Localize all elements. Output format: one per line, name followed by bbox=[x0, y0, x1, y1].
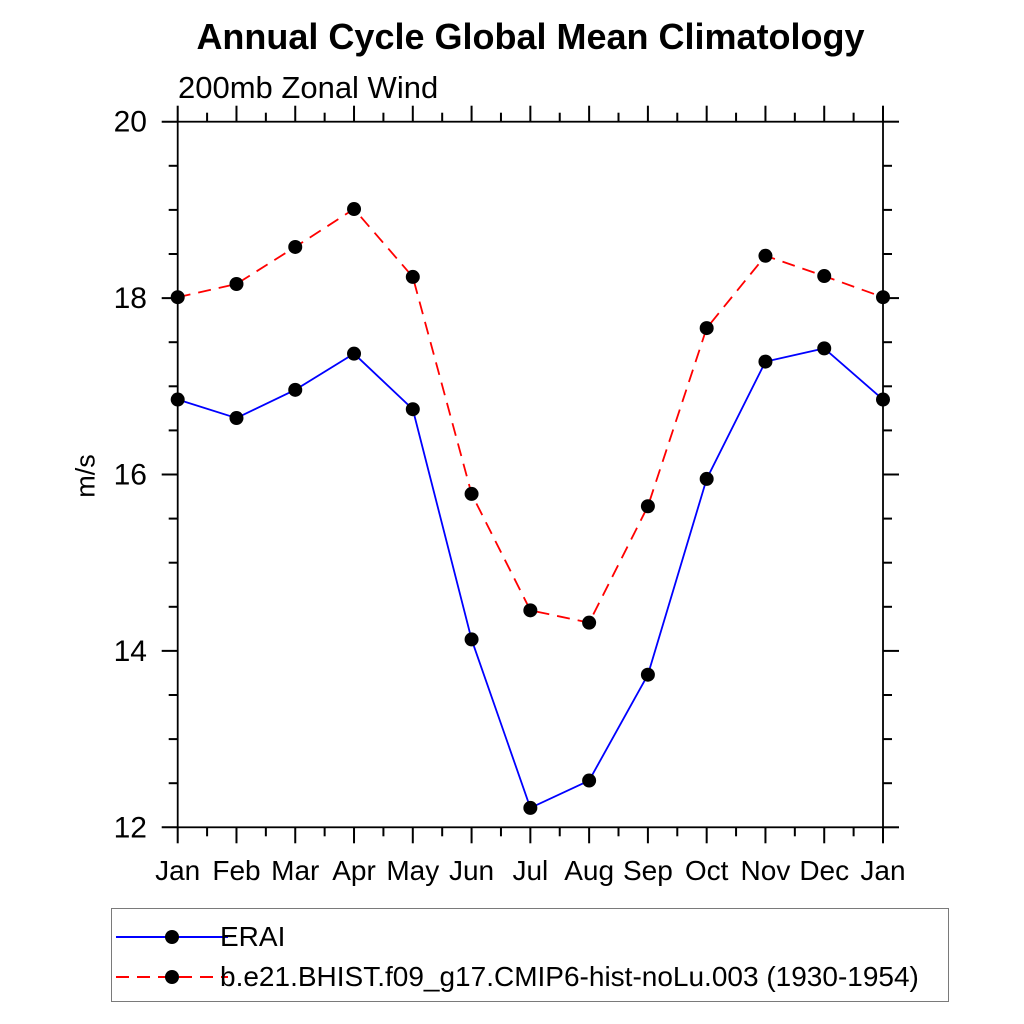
chart-title: Annual Cycle Global Mean Climatology bbox=[196, 16, 865, 57]
data-point-marker bbox=[464, 632, 479, 647]
y-axis-ticks bbox=[161, 120, 899, 829]
plot-frame bbox=[176, 120, 884, 829]
data-point-marker bbox=[288, 382, 303, 397]
data-point-marker bbox=[699, 471, 714, 486]
data-point-marker bbox=[229, 276, 244, 291]
chart-subtitle: 200mb Zonal Wind bbox=[178, 70, 439, 105]
y-tick-label: 12 bbox=[114, 811, 147, 844]
data-point-marker bbox=[347, 202, 362, 217]
x-tick-label: Mar bbox=[271, 855, 319, 886]
series-markers-erai bbox=[170, 341, 890, 815]
x-tick-label: Dec bbox=[799, 855, 849, 886]
data-point-marker bbox=[817, 341, 832, 356]
data-point-marker bbox=[758, 248, 773, 263]
series-line-model bbox=[177, 207, 884, 624]
legend-sample-line-dashed bbox=[116, 970, 228, 984]
data-point-marker bbox=[758, 354, 773, 369]
data-point-marker bbox=[170, 290, 185, 305]
series-line-erai bbox=[177, 347, 884, 810]
legend-label-model: b.e21.BHIST.f09_g17.CMIP6-hist-noLu.003 … bbox=[220, 961, 919, 992]
data-point-marker bbox=[876, 392, 890, 407]
legend-box: ERAI b.e21.BHIST.f09_g17.CMIP6-hist-noLu… bbox=[111, 908, 949, 1002]
y-tick-label: 14 bbox=[114, 635, 147, 668]
data-point-marker bbox=[523, 603, 538, 618]
data-point-marker bbox=[817, 269, 832, 284]
y-axis-tick-labels: 12 14 16 18 20 bbox=[114, 106, 147, 845]
data-point-marker bbox=[876, 290, 890, 305]
data-point-marker bbox=[405, 269, 420, 284]
x-tick-label: Oct bbox=[685, 855, 729, 886]
data-point-marker bbox=[640, 499, 655, 514]
data-point-marker bbox=[464, 486, 479, 501]
x-tick-label: Jun bbox=[449, 855, 494, 886]
legend-item-model: b.e21.BHIST.f09_g17.CMIP6-hist-noLu.003 … bbox=[112, 957, 948, 997]
legend-sample-line-solid bbox=[116, 930, 228, 944]
data-point-marker bbox=[405, 402, 420, 417]
data-point-marker bbox=[582, 773, 597, 788]
data-point-marker bbox=[699, 321, 714, 336]
y-tick-label: 18 bbox=[114, 282, 147, 315]
legend-label-erai: ERAI bbox=[220, 921, 286, 952]
x-tick-label: Sep bbox=[623, 855, 673, 886]
data-point-marker bbox=[288, 239, 303, 254]
x-tick-label: Jul bbox=[512, 855, 548, 886]
x-tick-label: Apr bbox=[332, 855, 376, 886]
x-tick-label: May bbox=[386, 855, 439, 886]
y-tick-label: 16 bbox=[114, 459, 147, 492]
data-point-marker bbox=[640, 667, 655, 682]
data-point-marker bbox=[523, 800, 538, 815]
data-point-marker bbox=[347, 346, 362, 361]
legend-item-erai: ERAI bbox=[112, 917, 948, 957]
x-tick-label: Nov bbox=[741, 855, 791, 886]
series-markers-model bbox=[170, 202, 890, 630]
data-point-marker bbox=[229, 411, 244, 426]
x-tick-label: Feb bbox=[212, 855, 260, 886]
data-point-marker bbox=[170, 392, 185, 407]
x-axis-tick-labels: Jan Feb Mar Apr May Jun Jul Aug Sep Oct Nov Dec Jan bbox=[155, 855, 905, 886]
data-point-marker bbox=[582, 615, 597, 630]
x-tick-label: Jan bbox=[155, 855, 200, 886]
x-axis-ticks bbox=[176, 105, 884, 844]
y-tick-label: 20 bbox=[114, 106, 147, 139]
x-tick-label: Aug bbox=[564, 855, 614, 886]
x-tick-label: Jan bbox=[860, 855, 905, 886]
